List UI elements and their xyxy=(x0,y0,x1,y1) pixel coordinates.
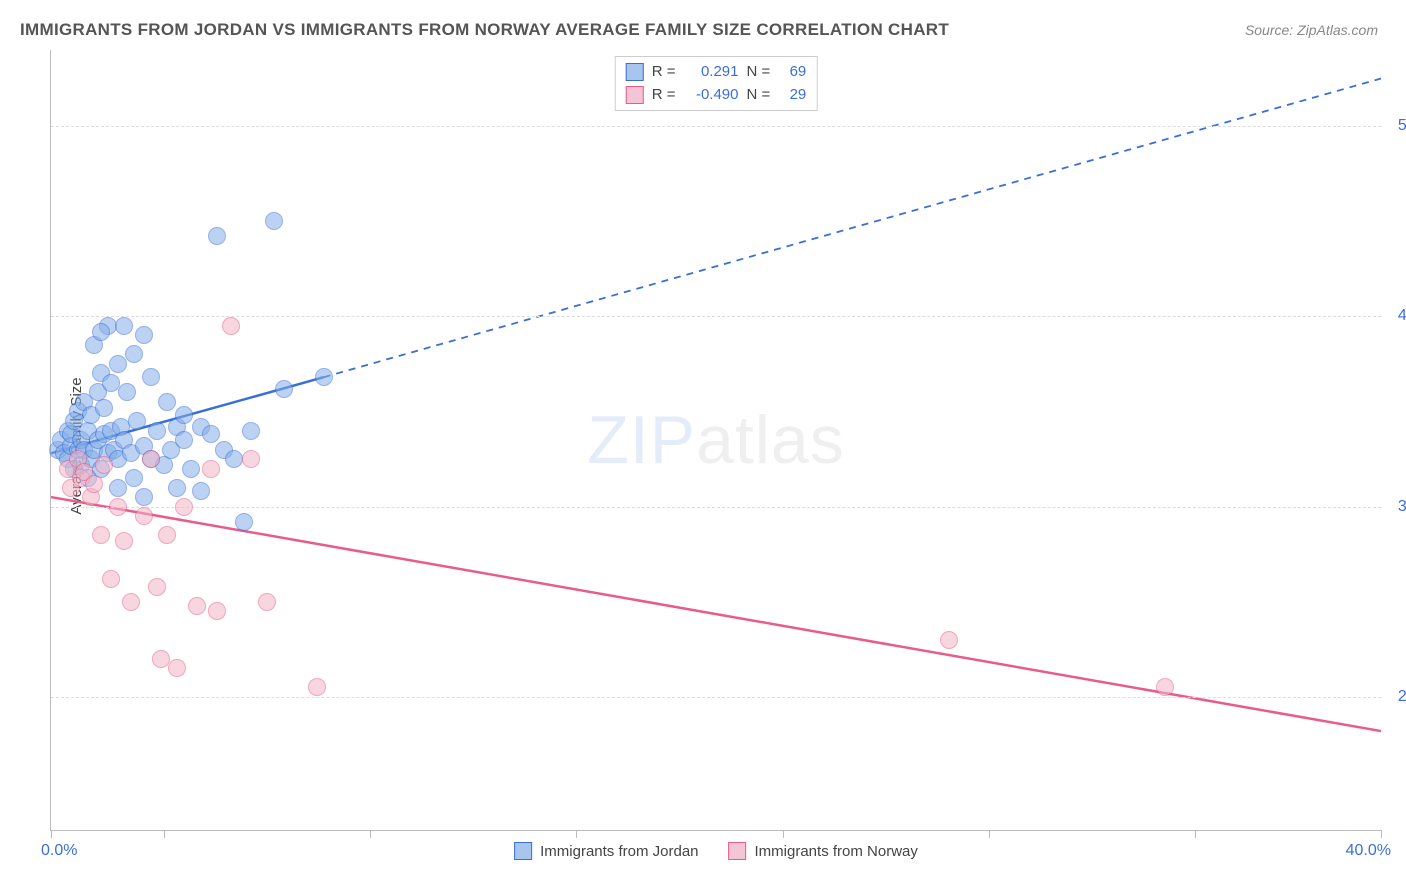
r-label: R = xyxy=(652,61,676,84)
n-value-norway: 29 xyxy=(778,84,806,107)
data-point xyxy=(115,317,133,335)
source-attribution: Source: ZipAtlas.com xyxy=(1245,22,1378,38)
trend-lines-svg xyxy=(51,50,1381,830)
n-label: N = xyxy=(747,61,771,84)
data-point xyxy=(92,323,110,341)
x-tick xyxy=(1381,830,1382,838)
data-point xyxy=(242,450,260,468)
r-value-norway: -0.490 xyxy=(684,84,739,107)
n-value-jordan: 69 xyxy=(778,61,806,84)
x-tick xyxy=(989,830,990,838)
data-point xyxy=(192,482,210,500)
legend-label-norway: Immigrants from Norway xyxy=(755,843,918,860)
data-point xyxy=(225,450,243,468)
data-point xyxy=(940,631,958,649)
data-point xyxy=(308,678,326,696)
source-link[interactable]: ZipAtlas.com xyxy=(1297,22,1378,38)
data-point xyxy=(175,406,193,424)
data-point xyxy=(275,380,293,398)
data-point xyxy=(208,227,226,245)
correlation-stats-box: R = 0.291 N = 69 R = -0.490 N = 29 xyxy=(615,56,818,111)
r-label: R = xyxy=(652,84,676,107)
data-point xyxy=(158,393,176,411)
data-point xyxy=(118,383,136,401)
data-point xyxy=(102,374,120,392)
data-point xyxy=(135,488,153,506)
swatch-jordan-icon xyxy=(514,842,532,860)
swatch-jordan xyxy=(626,63,644,81)
data-point xyxy=(125,469,143,487)
data-point xyxy=(202,425,220,443)
data-point xyxy=(148,422,166,440)
x-tick xyxy=(783,830,784,838)
data-point xyxy=(315,368,333,386)
data-point xyxy=(102,570,120,588)
data-point xyxy=(148,578,166,596)
gridline-h xyxy=(51,507,1381,508)
x-tick xyxy=(51,830,52,838)
series-legend: Immigrants from Jordan Immigrants from N… xyxy=(514,842,918,860)
x-tick xyxy=(1195,830,1196,838)
source-prefix: Source: xyxy=(1245,22,1297,38)
gridline-h xyxy=(51,697,1381,698)
data-point xyxy=(242,422,260,440)
data-point xyxy=(175,498,193,516)
data-point xyxy=(109,355,127,373)
data-point xyxy=(222,317,240,335)
data-point xyxy=(202,460,220,478)
data-point xyxy=(92,526,110,544)
data-point xyxy=(95,456,113,474)
x-tick xyxy=(164,830,165,838)
data-point xyxy=(208,602,226,620)
data-point xyxy=(152,650,170,668)
trend-line-extrapolated xyxy=(324,79,1381,378)
data-point xyxy=(168,659,186,677)
data-point xyxy=(95,399,113,417)
data-point xyxy=(125,345,143,363)
y-tick-label: 2.00 xyxy=(1398,688,1406,706)
stats-row-norway: R = -0.490 N = 29 xyxy=(626,84,807,107)
data-point xyxy=(168,479,186,497)
data-point xyxy=(135,507,153,525)
x-tick xyxy=(370,830,371,838)
data-point xyxy=(109,498,127,516)
legend-item-jordan: Immigrants from Jordan xyxy=(514,842,698,860)
x-axis-max-label: 40.0% xyxy=(1346,842,1391,860)
data-point xyxy=(142,368,160,386)
data-point xyxy=(265,212,283,230)
stats-row-jordan: R = 0.291 N = 69 xyxy=(626,61,807,84)
data-point xyxy=(128,412,146,430)
gridline-h xyxy=(51,126,1381,127)
legend-label-jordan: Immigrants from Jordan xyxy=(540,843,698,860)
chart-title: IMMIGRANTS FROM JORDAN VS IMMIGRANTS FRO… xyxy=(20,20,949,40)
data-point xyxy=(135,326,153,344)
data-point xyxy=(235,513,253,531)
swatch-norway-icon xyxy=(729,842,747,860)
data-point xyxy=(122,593,140,611)
y-tick-label: 4.00 xyxy=(1398,307,1406,325)
y-tick-label: 5.00 xyxy=(1398,117,1406,135)
data-point xyxy=(188,597,206,615)
data-point xyxy=(142,450,160,468)
data-point xyxy=(258,593,276,611)
data-point xyxy=(115,532,133,550)
x-tick xyxy=(576,830,577,838)
data-point xyxy=(85,475,103,493)
data-point xyxy=(109,479,127,497)
y-tick-label: 3.00 xyxy=(1398,498,1406,516)
data-point xyxy=(158,526,176,544)
gridline-h xyxy=(51,316,1381,317)
swatch-norway xyxy=(626,86,644,104)
x-axis-min-label: 0.0% xyxy=(41,842,77,860)
data-point xyxy=(1156,678,1174,696)
n-label: N = xyxy=(747,84,771,107)
data-point xyxy=(175,431,193,449)
r-value-jordan: 0.291 xyxy=(684,61,739,84)
data-point xyxy=(182,460,200,478)
legend-item-norway: Immigrants from Norway xyxy=(729,842,918,860)
scatter-plot-area: ZIPatlas R = 0.291 N = 69 R = -0.490 N =… xyxy=(50,50,1381,831)
